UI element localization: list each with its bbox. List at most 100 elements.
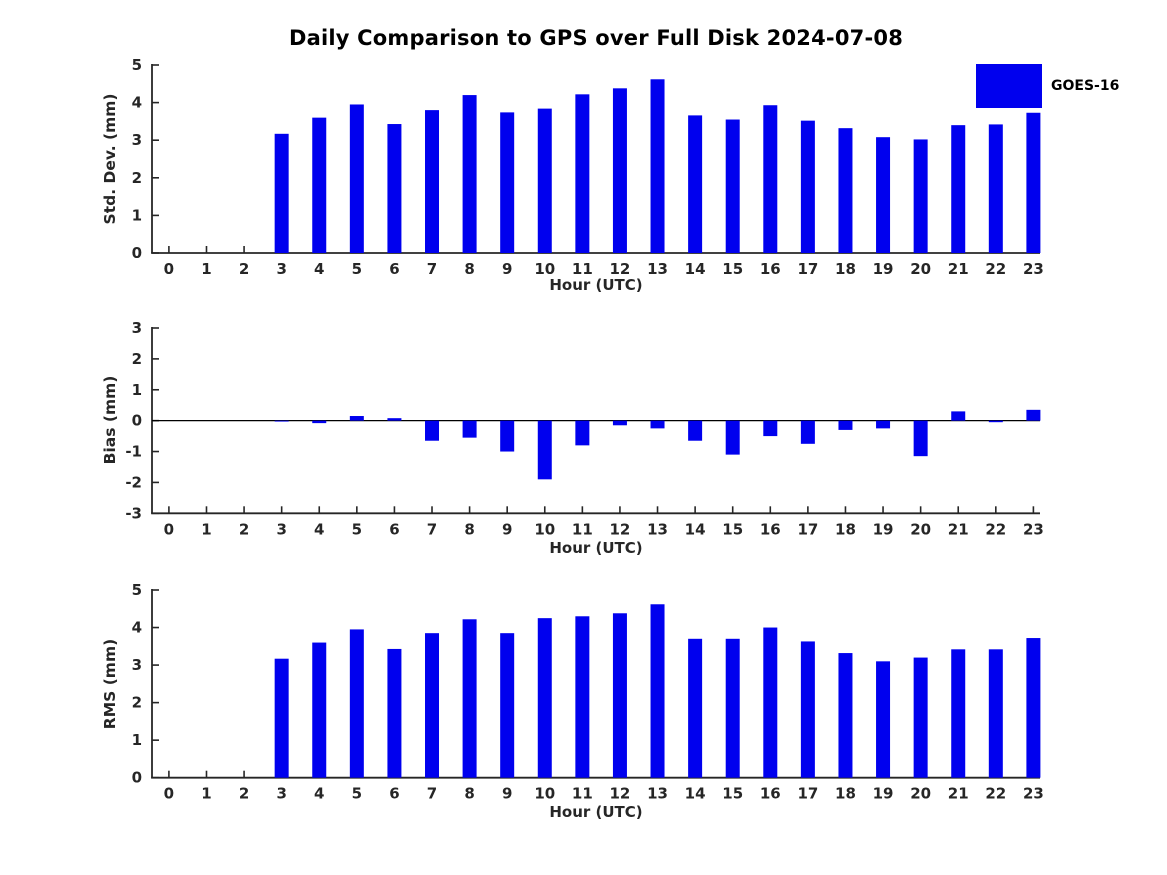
x-tick-label: 22 (985, 260, 1006, 278)
y-tick-label: 1 (132, 731, 142, 749)
x-tick-label: 10 (534, 260, 555, 278)
bar-bias-hour-13 (650, 420, 665, 429)
x-tick-label: 13 (647, 260, 668, 278)
bar-std-dev-hour-19 (876, 137, 891, 253)
bar-bias-hour-22 (988, 420, 1003, 423)
x-tick-label: 15 (722, 260, 743, 278)
x-tick-label: 19 (873, 785, 894, 803)
x-tick-label: 14 (685, 520, 706, 538)
y-tick-label: -3 (125, 504, 142, 522)
bar-rms-hour-22 (988, 649, 1003, 778)
x-tick-label: 16 (760, 260, 781, 278)
x-tick-label: 0 (164, 260, 174, 278)
x-tick-label: 17 (797, 785, 818, 803)
x-tick-label: 22 (985, 520, 1006, 538)
x-tick-label: 9 (502, 520, 512, 538)
bar-rms-hour-5 (349, 629, 364, 778)
x-tick-label: 10 (534, 520, 555, 538)
x-tick-label: 13 (647, 785, 668, 803)
x-tick-label: 9 (502, 785, 512, 803)
legend-swatch (976, 64, 1042, 108)
y-tick-label: 1 (132, 381, 142, 399)
y-tick-label: 1 (132, 206, 142, 224)
x-tick-label: 22 (985, 785, 1006, 803)
bar-bias-hour-8 (462, 420, 477, 438)
x-tick-label: 13 (647, 520, 668, 538)
bar-std-dev-hour-11 (575, 94, 590, 253)
x-tick-label: 11 (572, 785, 593, 803)
x-tick-label: 5 (352, 785, 362, 803)
bar-bias-hour-20 (913, 420, 928, 457)
x-tick-label: 19 (873, 520, 894, 538)
bar-bias-hour-4 (312, 420, 327, 424)
x-tick-label: 23 (1023, 785, 1044, 803)
x-tick-label: 7 (427, 260, 437, 278)
x-tick-label: 5 (352, 520, 362, 538)
bar-std-dev-hour-7 (425, 110, 440, 254)
bar-rms-hour-6 (387, 648, 402, 778)
bar-rms-hour-23 (1026, 638, 1041, 778)
bar-bias-hour-10 (537, 420, 552, 480)
bar-std-dev-hour-14 (688, 115, 703, 253)
x-tick-label: 10 (534, 785, 555, 803)
bar-bias-hour-18 (838, 420, 853, 430)
y-tick-label: 0 (132, 244, 142, 262)
x-tick-label: 0 (164, 785, 174, 803)
x-tick-label: 8 (464, 260, 474, 278)
bar-std-dev-hour-5 (349, 104, 364, 253)
bar-std-dev-hour-10 (537, 108, 552, 253)
x-tick-label: 20 (910, 260, 931, 278)
x-tick-label: 9 (502, 260, 512, 278)
bar-std-dev-hour-13 (650, 79, 665, 254)
bar-std-dev-hour-20 (913, 139, 928, 253)
x-tick-label: 2 (239, 260, 249, 278)
y-tick-label: 3 (132, 319, 142, 337)
x-tick-label: 15 (722, 785, 743, 803)
bar-std-dev-hour-16 (763, 105, 778, 254)
x-tick-label: 11 (572, 260, 593, 278)
x-tick-label: 2 (239, 785, 249, 803)
y-tick-label: 4 (132, 94, 142, 112)
bar-std-dev-hour-21 (951, 125, 966, 253)
bar-rms-hour-12 (612, 613, 627, 778)
y-tick-label: 0 (132, 412, 142, 430)
x-tick-label: 6 (389, 785, 399, 803)
y-tick-label: -1 (125, 443, 142, 461)
x-tick-label: 20 (910, 785, 931, 803)
bar-rms-hour-11 (575, 616, 590, 778)
bar-std-dev-hour-4 (312, 117, 327, 253)
x-tick-label: 20 (910, 520, 931, 538)
x-tick-label: 12 (610, 520, 631, 538)
x-tick-label: 11 (572, 520, 593, 538)
bar-bias-hour-3 (274, 420, 289, 422)
bar-bias-hour-6 (387, 418, 402, 421)
bar-std-dev-hour-8 (462, 95, 477, 253)
bar-rms-hour-3 (274, 658, 289, 778)
x-tick-label: 14 (685, 785, 706, 803)
y-tick-label: 2 (132, 350, 142, 368)
x-tick-label: 15 (722, 520, 743, 538)
y-tick-label: 5 (132, 56, 142, 74)
x-tick-label: 17 (797, 260, 818, 278)
x-tick-label: 1 (201, 260, 211, 278)
x-tick-label: 8 (464, 785, 474, 803)
x-tick-label: 23 (1023, 520, 1044, 538)
x-tick-label: 17 (797, 520, 818, 538)
bar-std-dev-hour-23 (1026, 112, 1041, 253)
bar-rms-hour-4 (312, 642, 327, 778)
bar-std-dev-hour-12 (612, 88, 627, 253)
bar-std-dev-hour-22 (988, 124, 1003, 254)
xlabel-bias: Hour (UTC) (549, 539, 643, 557)
legend-label: GOES-16 (1051, 78, 1120, 94)
y-tick-label: 3 (132, 131, 142, 149)
x-tick-label: 6 (389, 260, 399, 278)
x-tick-label: 16 (760, 785, 781, 803)
x-tick-label: 3 (276, 520, 286, 538)
bar-rms-hour-19 (876, 661, 891, 778)
bar-bias-hour-19 (876, 420, 891, 429)
bar-rms-hour-10 (537, 618, 552, 778)
bar-rms-hour-21 (951, 649, 966, 778)
bar-rms-hour-20 (913, 657, 928, 778)
